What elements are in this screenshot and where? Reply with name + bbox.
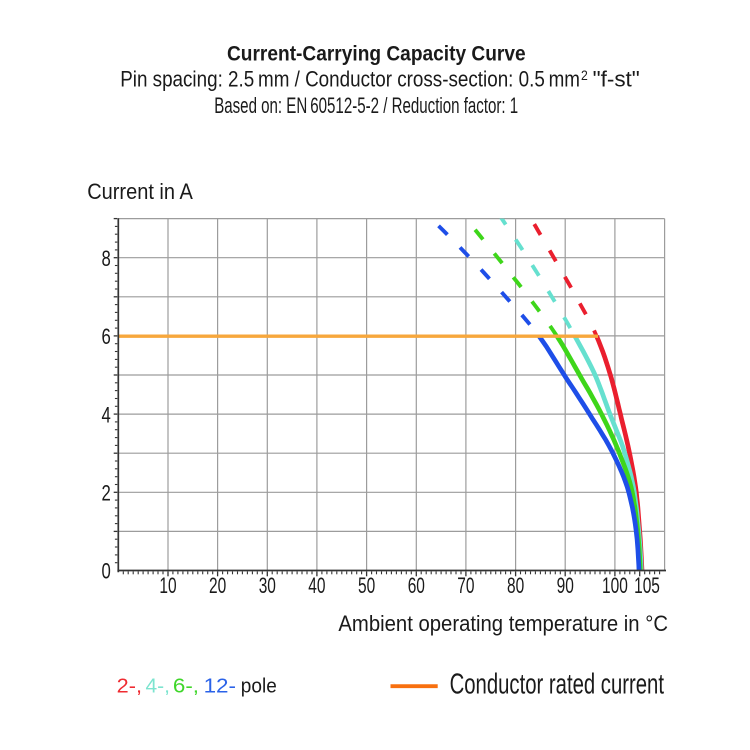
svg-text:Current in A: Current in A <box>87 179 193 204</box>
svg-text:4: 4 <box>102 402 111 427</box>
svg-text:8: 8 <box>102 246 111 271</box>
svg-text:12-: 12- <box>204 676 236 698</box>
svg-text:Based on: EN 60512-5-2 / Reduc: Based on: EN 60512-5-2 / Reduction facto… <box>214 93 518 118</box>
svg-text:105: 105 <box>634 573 660 598</box>
svg-text:2: 2 <box>581 68 588 83</box>
svg-text:0: 0 <box>102 559 111 584</box>
svg-text:60: 60 <box>408 573 425 598</box>
svg-text:Pin spacing: 2.5 mm / Conducto: Pin spacing: 2.5 mm / Conductor cross-se… <box>120 67 580 92</box>
svg-text:70: 70 <box>457 573 474 598</box>
svg-text:100: 100 <box>602 573 628 598</box>
svg-text:80: 80 <box>507 573 524 598</box>
svg-text:90: 90 <box>557 573 574 598</box>
svg-text:50: 50 <box>358 573 375 598</box>
svg-text:6-,: 6-, <box>173 676 199 698</box>
svg-text:20: 20 <box>209 573 226 598</box>
svg-text:2-,: 2-, <box>117 676 142 698</box>
svg-text:Ambient operating temperature: Ambient operating temperature in °C <box>338 611 668 636</box>
svg-text:10: 10 <box>159 573 176 598</box>
svg-text:40: 40 <box>308 573 325 598</box>
svg-text:pole: pole <box>241 676 277 698</box>
svg-text:30: 30 <box>259 573 276 598</box>
svg-text:2: 2 <box>102 481 111 506</box>
svg-text:Current-Carrying Capacity Curv: Current-Carrying Capacity Curve <box>227 42 526 66</box>
svg-text:"f-st": "f-st" <box>593 67 640 92</box>
svg-text:4-,: 4-, <box>146 676 171 698</box>
svg-text:Conductor rated current: Conductor rated current <box>450 668 664 700</box>
svg-text:6: 6 <box>102 324 111 349</box>
